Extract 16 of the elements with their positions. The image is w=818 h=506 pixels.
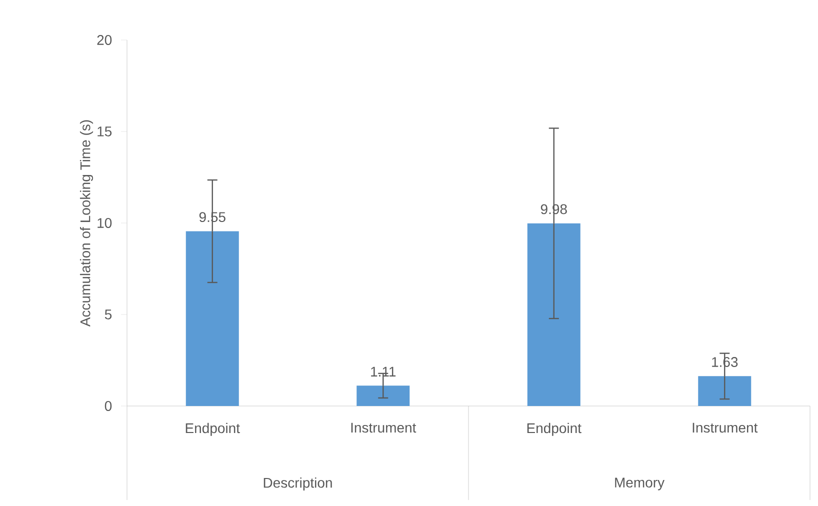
y-tick-label: 5 [104,310,112,320]
x-tick-label: Instrument [351,422,416,433]
bar [356,386,410,406]
x-tick-label: Endpoint [527,422,582,436]
y-tick-label: 15 [98,126,112,136]
data-label: 1.11 [371,366,396,376]
y-tick-label: 0 [104,401,112,411]
bar [698,376,752,406]
x-tick-label: Instrument [692,422,758,433]
text: Memory [615,478,665,490]
y-axis-title: Accumulation of Looking Time (s) [80,120,94,327]
y-tick-label: 20 [97,35,112,45]
x-tick-label: Endpoint [186,422,240,436]
bar [186,231,239,406]
y-tick-label: 10 [98,218,112,228]
text: Description [264,477,332,491]
